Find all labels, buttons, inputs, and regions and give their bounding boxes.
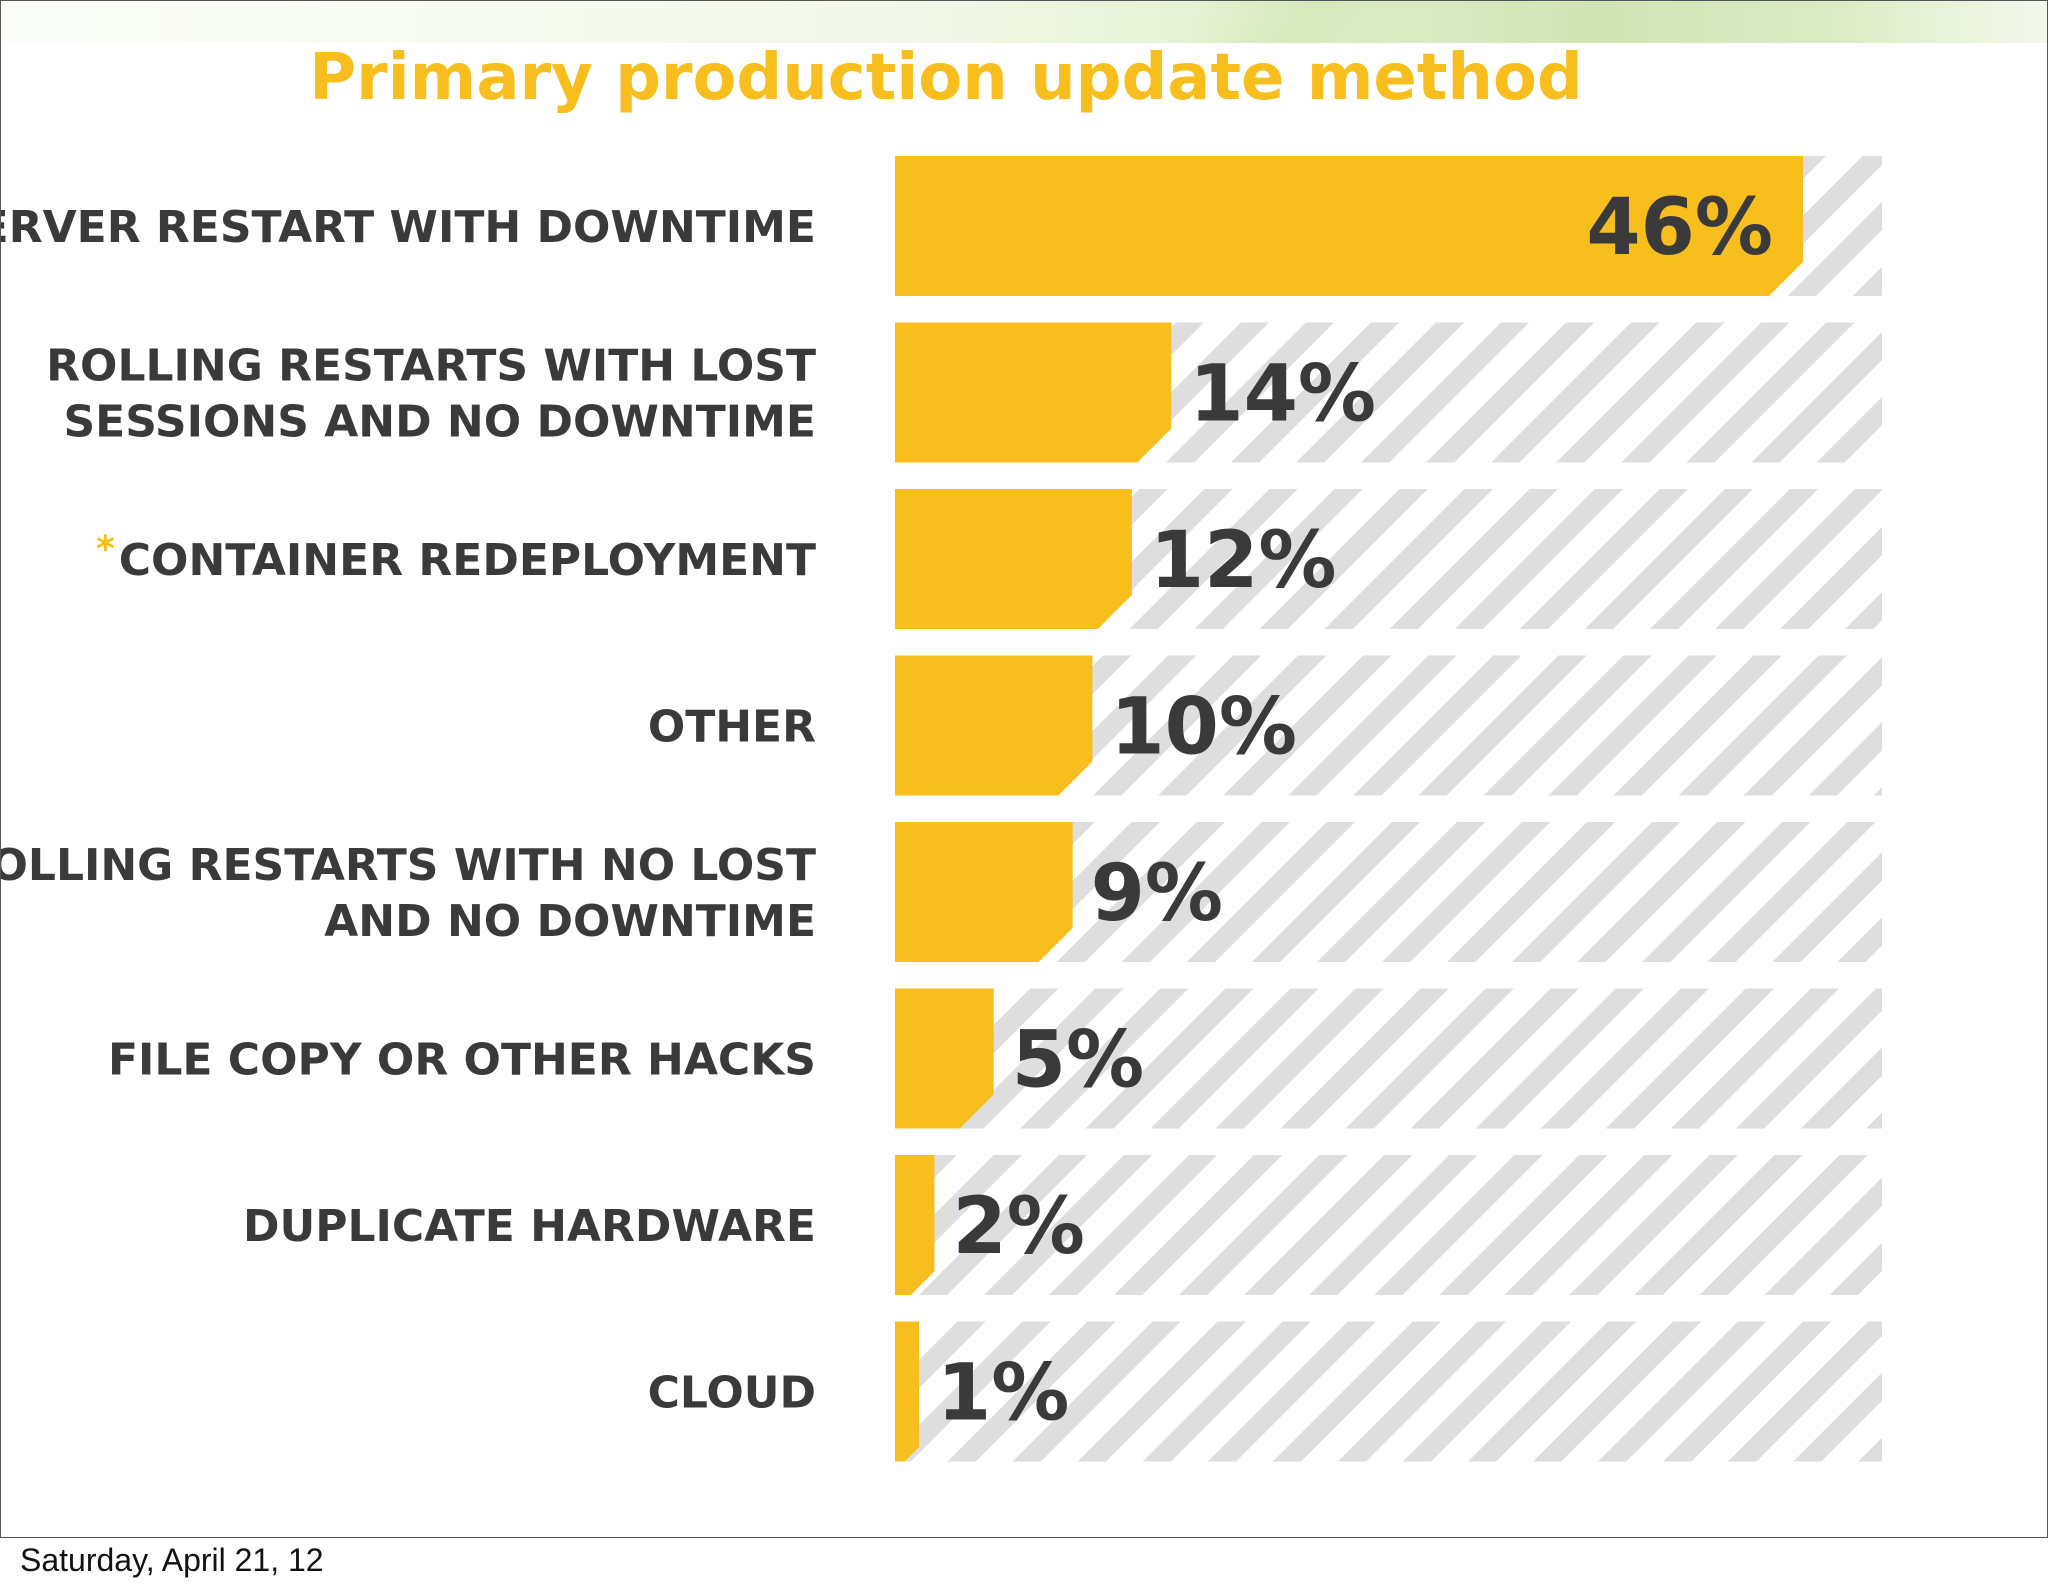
value-label: 9% [1091, 849, 1223, 939]
bar [895, 988, 994, 1129]
value-label: 46% [1586, 183, 1773, 273]
asterisk-mark: * [96, 529, 115, 570]
category-label: AND NO DOWNTIME [324, 896, 816, 947]
value-label: 12% [1150, 516, 1337, 606]
category-label: FILE COPY OR OTHER HACKS [108, 1035, 816, 1086]
bar-track [895, 1155, 1882, 1295]
category-label: DUPLICATE HARDWARE [243, 1201, 816, 1252]
value-label: 5% [1012, 1016, 1144, 1106]
bar [895, 1321, 919, 1462]
value-label: 2% [952, 1182, 1084, 1272]
category-label: CONTAINER REDEPLOYMENT [119, 535, 816, 586]
value-label: 1% [937, 1349, 1069, 1439]
value-label: 10% [1110, 683, 1297, 773]
category-label: SESSIONS AND NO DOWNTIME [63, 397, 816, 448]
bar [895, 489, 1132, 629]
bar [895, 822, 1073, 962]
bar [895, 655, 1093, 796]
bar-track [895, 1321, 1882, 1462]
slide: Primary production update method 46% SERV… [0, 0, 2048, 1538]
bar [895, 322, 1172, 463]
bar [895, 156, 1804, 296]
header-band [1, 1, 2047, 43]
category-label: SERVER RESTART WITH DOWNTIME [1, 202, 816, 253]
bar [895, 1155, 935, 1295]
header-band-accent [1141, 1, 1441, 43]
category-label: ROLLING RESTARTS WITH NO LOST [1, 840, 816, 891]
category-label: ROLLING RESTARTS WITH LOST [46, 341, 816, 392]
bar-chart: 46% SERVER RESTART WITH DOWNTIME 14% ROLLIN… [1, 156, 1882, 1462]
footer-date: Saturday, April 21, 12 [20, 1542, 324, 1578]
category-label: OTHER [648, 702, 816, 753]
chart-title: Primary production update method [309, 41, 1583, 115]
value-label: 14% [1189, 350, 1376, 440]
bar-track [895, 988, 1882, 1129]
category-label: CLOUD [648, 1368, 816, 1419]
